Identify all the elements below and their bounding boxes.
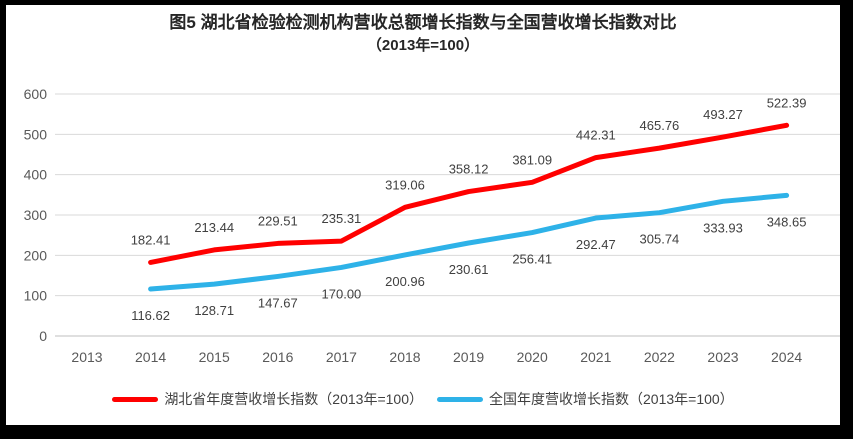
series-line-1 <box>148 192 790 292</box>
data-label: 358.12 <box>449 162 489 177</box>
hubei-series-swatch <box>112 396 159 402</box>
data-label: 522.39 <box>767 95 807 110</box>
y-tick-label: 0 <box>39 328 47 344</box>
x-tick-label: 2022 <box>644 349 675 365</box>
data-label: 230.61 <box>449 262 489 277</box>
data-label: 292.47 <box>576 237 616 252</box>
data-label: 170.00 <box>322 286 362 301</box>
x-tick-label: 2017 <box>326 349 357 365</box>
x-tick-label: 2015 <box>199 349 230 365</box>
data-label: 333.93 <box>703 220 743 235</box>
y-tick-label: 500 <box>24 126 48 142</box>
data-label: 200.96 <box>385 274 425 289</box>
data-label: 182.41 <box>131 232 171 247</box>
chart-title: 图5 湖北省检验检测机构营收总额增长指数与全国营收增长指数对比 <box>169 13 677 32</box>
x-tick-label: 2013 <box>71 349 102 365</box>
data-label: 348.65 <box>767 214 807 229</box>
legend-item-national: 全国年度营收增长指数（2013年=100） <box>437 389 734 409</box>
data-label: 493.27 <box>703 107 743 122</box>
y-tick-label: 400 <box>24 167 48 183</box>
data-label: 381.09 <box>512 152 552 167</box>
data-label: 213.44 <box>194 220 234 235</box>
legend-label-hubei: 湖北省年度营收增长指数（2013年=100） <box>164 391 423 407</box>
chart: 图5 湖北省检验检测机构营收总额增长指数与全国营收增长指数对比 （2013年=1… <box>6 5 840 425</box>
data-label: 465.76 <box>640 118 680 133</box>
series-line-0 <box>148 122 790 265</box>
x-tick-label: 2023 <box>707 349 738 365</box>
data-label: 305.74 <box>640 232 680 247</box>
chart-subtitle: （2013年=100） <box>366 37 480 55</box>
legend: 湖北省年度营收增长指数（2013年=100） 全国年度营收增长指数（2013年=… <box>6 389 840 409</box>
data-label: 229.51 <box>258 213 298 228</box>
x-tick-label: 2024 <box>771 349 802 365</box>
y-tick-label: 300 <box>24 207 48 223</box>
y-tick-label: 200 <box>24 247 48 263</box>
y-tick-label: 100 <box>24 288 48 304</box>
data-label: 235.31 <box>322 211 362 226</box>
chart-title-block: 图5 湖北省检验检测机构营收总额增长指数与全国营收增长指数对比 （2013年=1… <box>6 12 840 56</box>
x-tick-label: 2014 <box>135 349 166 365</box>
legend-item-hubei: 湖北省年度营收增长指数（2013年=100） <box>112 389 423 409</box>
x-tick-label: 2021 <box>580 349 611 365</box>
data-label: 128.71 <box>194 303 234 318</box>
plot-area: 0 100 200 300 400 500 600 2013 2014 2015 2016 2017 2… <box>24 86 840 365</box>
y-tick-label: 600 <box>24 86 48 102</box>
legend-label-national: 全国年度营收增长指数（2013年=100） <box>489 391 734 407</box>
national-series-swatch <box>437 396 483 402</box>
x-tick-label: 2016 <box>262 349 293 365</box>
x-tick-label: 2019 <box>453 349 484 365</box>
data-label: 442.31 <box>576 128 616 143</box>
data-label: 319.06 <box>385 177 425 192</box>
data-label: 147.67 <box>258 295 298 310</box>
x-tick-label: 2020 <box>517 349 548 365</box>
data-label: 256.41 <box>512 252 552 267</box>
data-label: 116.62 <box>131 308 170 323</box>
x-tick-label: 2018 <box>389 349 420 365</box>
